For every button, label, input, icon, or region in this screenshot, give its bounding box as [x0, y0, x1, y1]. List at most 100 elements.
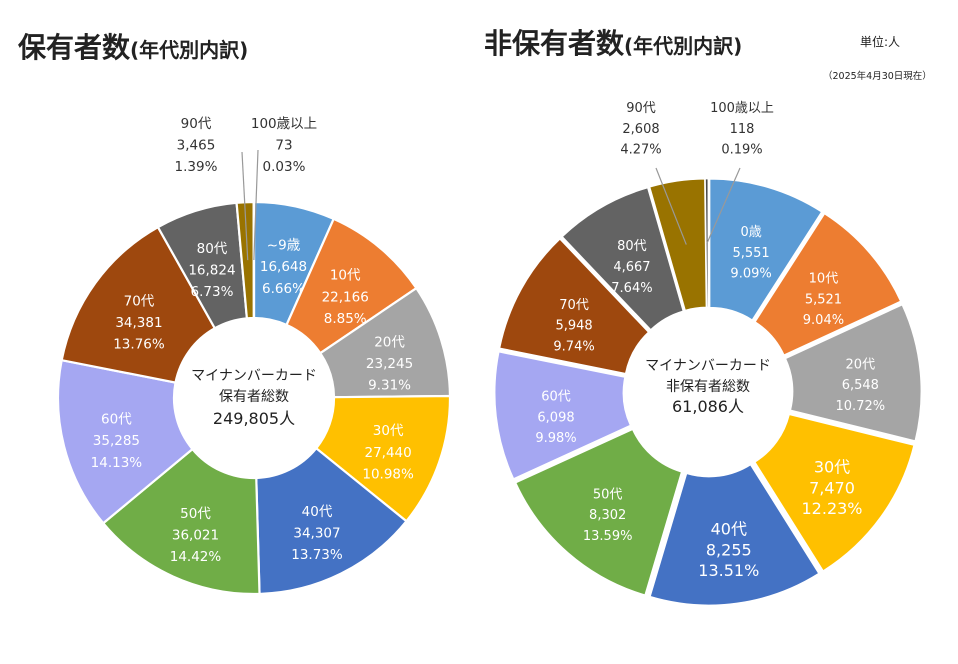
slice-6	[56, 358, 195, 525]
slice-2	[785, 304, 922, 442]
slice-label-category-8: 80代	[197, 241, 228, 257]
slice-label-percent-10: 0.03%	[263, 159, 306, 175]
donut-nonholders: 0歳 5,551 9.09% 10代 5,521 9.04% 20代 6,548 10.72% 3…	[494, 101, 922, 606]
slice-label-value-1: 5,521	[805, 292, 842, 307]
slice-label-percent-5: 14.42%	[170, 549, 222, 565]
slice-label-percent-7: 9.74%	[553, 340, 594, 355]
chart-title-nonholders-main: 非保有者数	[484, 27, 625, 60]
slice-label-category-2: 20代	[846, 357, 876, 372]
slice-label-value-5: 36,021	[172, 528, 219, 544]
slice-label-percent-9: 4.27%	[620, 143, 661, 158]
chart-title-holders: 保有者数(年代別内訳)	[18, 26, 248, 66]
center-label-2: 61,086人	[672, 397, 744, 416]
slice-label-category-0: ~9歳	[267, 238, 301, 254]
slice-label-category-9: 90代	[181, 116, 212, 132]
slice-label-value-10: 73	[275, 138, 292, 154]
slice-label-category-10: 100歳以上	[251, 116, 317, 132]
slice-label-value-7: 5,948	[555, 319, 592, 334]
slice-label-category-3: 30代	[373, 423, 404, 439]
slice-label-value-8: 4,667	[613, 260, 650, 275]
slice-label-category-5: 50代	[593, 487, 623, 502]
slice-label-category-2: 20代	[374, 334, 405, 350]
leader-line-10	[253, 149, 259, 261]
slice-label-category-3: 30代	[814, 458, 850, 477]
slice-label-percent-10: 0.19%	[721, 143, 762, 158]
slice-label-category-4: 40代	[711, 519, 747, 538]
slice-4	[649, 464, 820, 606]
slice-label-percent-0: 9.09%	[730, 267, 771, 282]
slice-label-percent-2: 10.72%	[836, 399, 886, 414]
chart-subtitle-nonholders: (年代別内訳)	[624, 34, 743, 58]
slice-label-value-10: 118	[730, 122, 755, 137]
slice-10	[705, 178, 709, 308]
chart-title-holders-main: 保有者数	[18, 31, 131, 64]
slice-label-percent-8: 6.73%	[191, 284, 234, 300]
donut-holders: ~9歳 16,648 6.66% 10代 22,166 8.85% 20代 23,245 9.3…	[56, 116, 452, 596]
slice-1	[754, 213, 901, 356]
slice-label-category-5: 50代	[180, 506, 211, 522]
slice-4	[255, 446, 408, 596]
slice-label-category-7: 70代	[124, 293, 155, 309]
slice-label-category-10: 100歳以上	[710, 101, 774, 116]
slice-label-value-9: 3,465	[177, 138, 216, 154]
slice-7	[499, 238, 649, 374]
slice-label-category-9: 90代	[626, 101, 656, 116]
slice-3	[754, 414, 915, 572]
slice-label-value-7: 34,381	[115, 315, 162, 331]
center-label-0: マイナンバーカード	[645, 358, 771, 374]
center-label-0: マイナンバーカード	[191, 368, 317, 384]
slice-5	[101, 447, 261, 596]
slice-label-value-6: 35,285	[93, 433, 140, 449]
center-label-2: 249,805人	[213, 409, 295, 428]
slice-label-percent-0: 6.66%	[262, 281, 305, 297]
slice-label-percent-4: 13.51%	[698, 561, 759, 580]
slice-label-value-1: 22,166	[322, 289, 369, 305]
slice-7	[60, 225, 217, 384]
slice-label-percent-6: 9.98%	[535, 431, 576, 446]
slice-label-category-7: 70代	[559, 298, 589, 313]
slice-label-category-1: 10代	[809, 271, 839, 286]
slice-label-percent-5: 13.59%	[583, 529, 633, 544]
slice-label-percent-6: 14.13%	[91, 455, 143, 471]
chart-subtitle-holders: (年代別内訳)	[130, 38, 249, 62]
slice-label-category-8: 80代	[617, 239, 647, 254]
slice-label-percent-1: 9.04%	[803, 313, 844, 328]
slice-label-value-0: 5,551	[732, 246, 769, 261]
slice-label-value-2: 23,245	[366, 356, 413, 372]
leader-line-10	[706, 167, 741, 244]
slice-5	[515, 429, 682, 596]
slice-label-percent-2: 9.31%	[368, 377, 411, 393]
slice-0	[709, 178, 822, 321]
slice-label-percent-4: 13.73%	[291, 547, 343, 563]
as-of-date: （2025年4月30日現在）	[823, 71, 932, 82]
center-label-1: 非保有者総数	[666, 379, 750, 395]
slice-label-value-3: 7,470	[809, 478, 855, 497]
slice-label-value-6: 6,098	[537, 410, 574, 425]
slice-6	[494, 351, 631, 479]
slice-label-percent-8: 7.64%	[611, 281, 652, 296]
center-label-1: 保有者総数	[219, 389, 289, 405]
slice-label-value-4: 34,307	[293, 525, 340, 541]
slice-label-value-3: 27,440	[364, 445, 411, 461]
slice-label-category-6: 60代	[101, 412, 132, 428]
slice-label-percent-3: 12.23%	[802, 499, 863, 518]
slice-label-percent-9: 1.39%	[175, 159, 218, 175]
slice-label-value-5: 8,302	[589, 508, 626, 523]
slice-label-value-9: 2,608	[622, 122, 659, 137]
leader-line-9	[655, 167, 687, 245]
chart-title-nonholders: 非保有者数(年代別内訳)	[484, 22, 742, 62]
slice-9	[649, 178, 707, 311]
slice-label-category-6: 60代	[541, 389, 571, 404]
slice-label-percent-7: 13.76%	[113, 336, 165, 352]
slice-label-category-4: 40代	[302, 504, 333, 520]
slice-label-percent-1: 8.85%	[324, 311, 367, 327]
leader-line-9	[241, 151, 249, 261]
slice-label-percent-3: 10.98%	[362, 466, 414, 482]
unit-label: 単位:人	[860, 35, 901, 49]
slice-label-category-0: 0歳	[740, 225, 761, 240]
slice-label-value-2: 6,548	[842, 378, 879, 393]
slice-label-category-1: 10代	[330, 268, 361, 284]
slice-label-value-4: 8,255	[706, 540, 752, 559]
slice-8	[561, 187, 684, 330]
